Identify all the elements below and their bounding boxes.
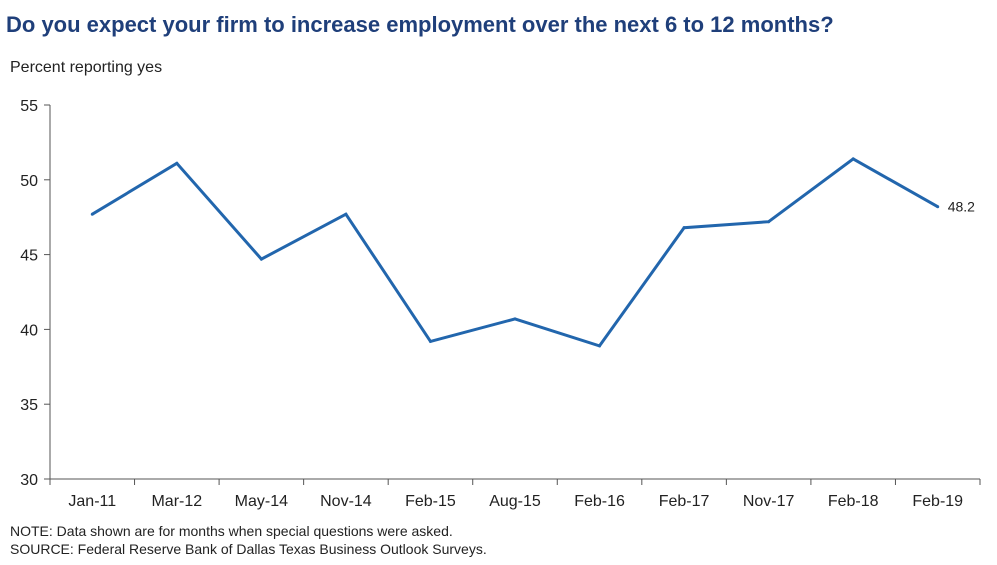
y-tick-label: 55 [20, 98, 38, 115]
source-text: SOURCE: Federal Reserve Bank of Dallas T… [10, 541, 487, 557]
x-tick-label: Feb-18 [828, 493, 879, 510]
data-point [175, 161, 179, 165]
x-tick-label: Mar-12 [151, 493, 202, 510]
x-tick-label: Feb-15 [405, 493, 456, 510]
data-point [259, 257, 263, 261]
x-tick-label: Feb-16 [574, 493, 625, 510]
data-point [90, 212, 94, 216]
end-value-label: 48.2 [948, 199, 975, 215]
chart-notes: NOTE: Data shown are for months when spe… [10, 522, 487, 558]
data-point [428, 339, 432, 343]
x-tick-label: May-14 [235, 493, 288, 510]
data-point [598, 344, 602, 348]
y-axis-label: Percent reporting yes [10, 59, 163, 76]
chart-title: Do you expect your firm to increase empl… [6, 12, 834, 37]
x-tick-label: Jan-11 [68, 493, 116, 510]
x-axis: Jan-11 Mar-12 May-14 Nov-14 Feb-15 Aug-15 Feb-… [49, 478, 981, 510]
x-tick-label: Feb-17 [659, 493, 710, 510]
y-axis: 30 35 40 45 50 55 [20, 98, 51, 489]
series-group: 48.2 [90, 157, 975, 348]
y-tick-label: 35 [20, 397, 38, 414]
data-point [767, 220, 771, 224]
data-point [936, 205, 940, 209]
x-tick-label: Nov-17 [743, 493, 795, 510]
note-text: NOTE: Data shown are for months when spe… [10, 523, 453, 539]
data-point [682, 226, 686, 230]
data-point [513, 317, 517, 321]
y-tick-label: 50 [20, 173, 38, 190]
y-tick-label: 45 [20, 248, 38, 265]
x-tick-label: Nov-14 [320, 493, 372, 510]
data-point [851, 157, 855, 161]
y-tick-label: 30 [20, 472, 38, 489]
data-point [344, 212, 348, 216]
x-tick-label: Aug-15 [489, 493, 541, 510]
x-tick-label: Feb-19 [912, 493, 963, 510]
y-tick-label: 40 [20, 322, 38, 339]
